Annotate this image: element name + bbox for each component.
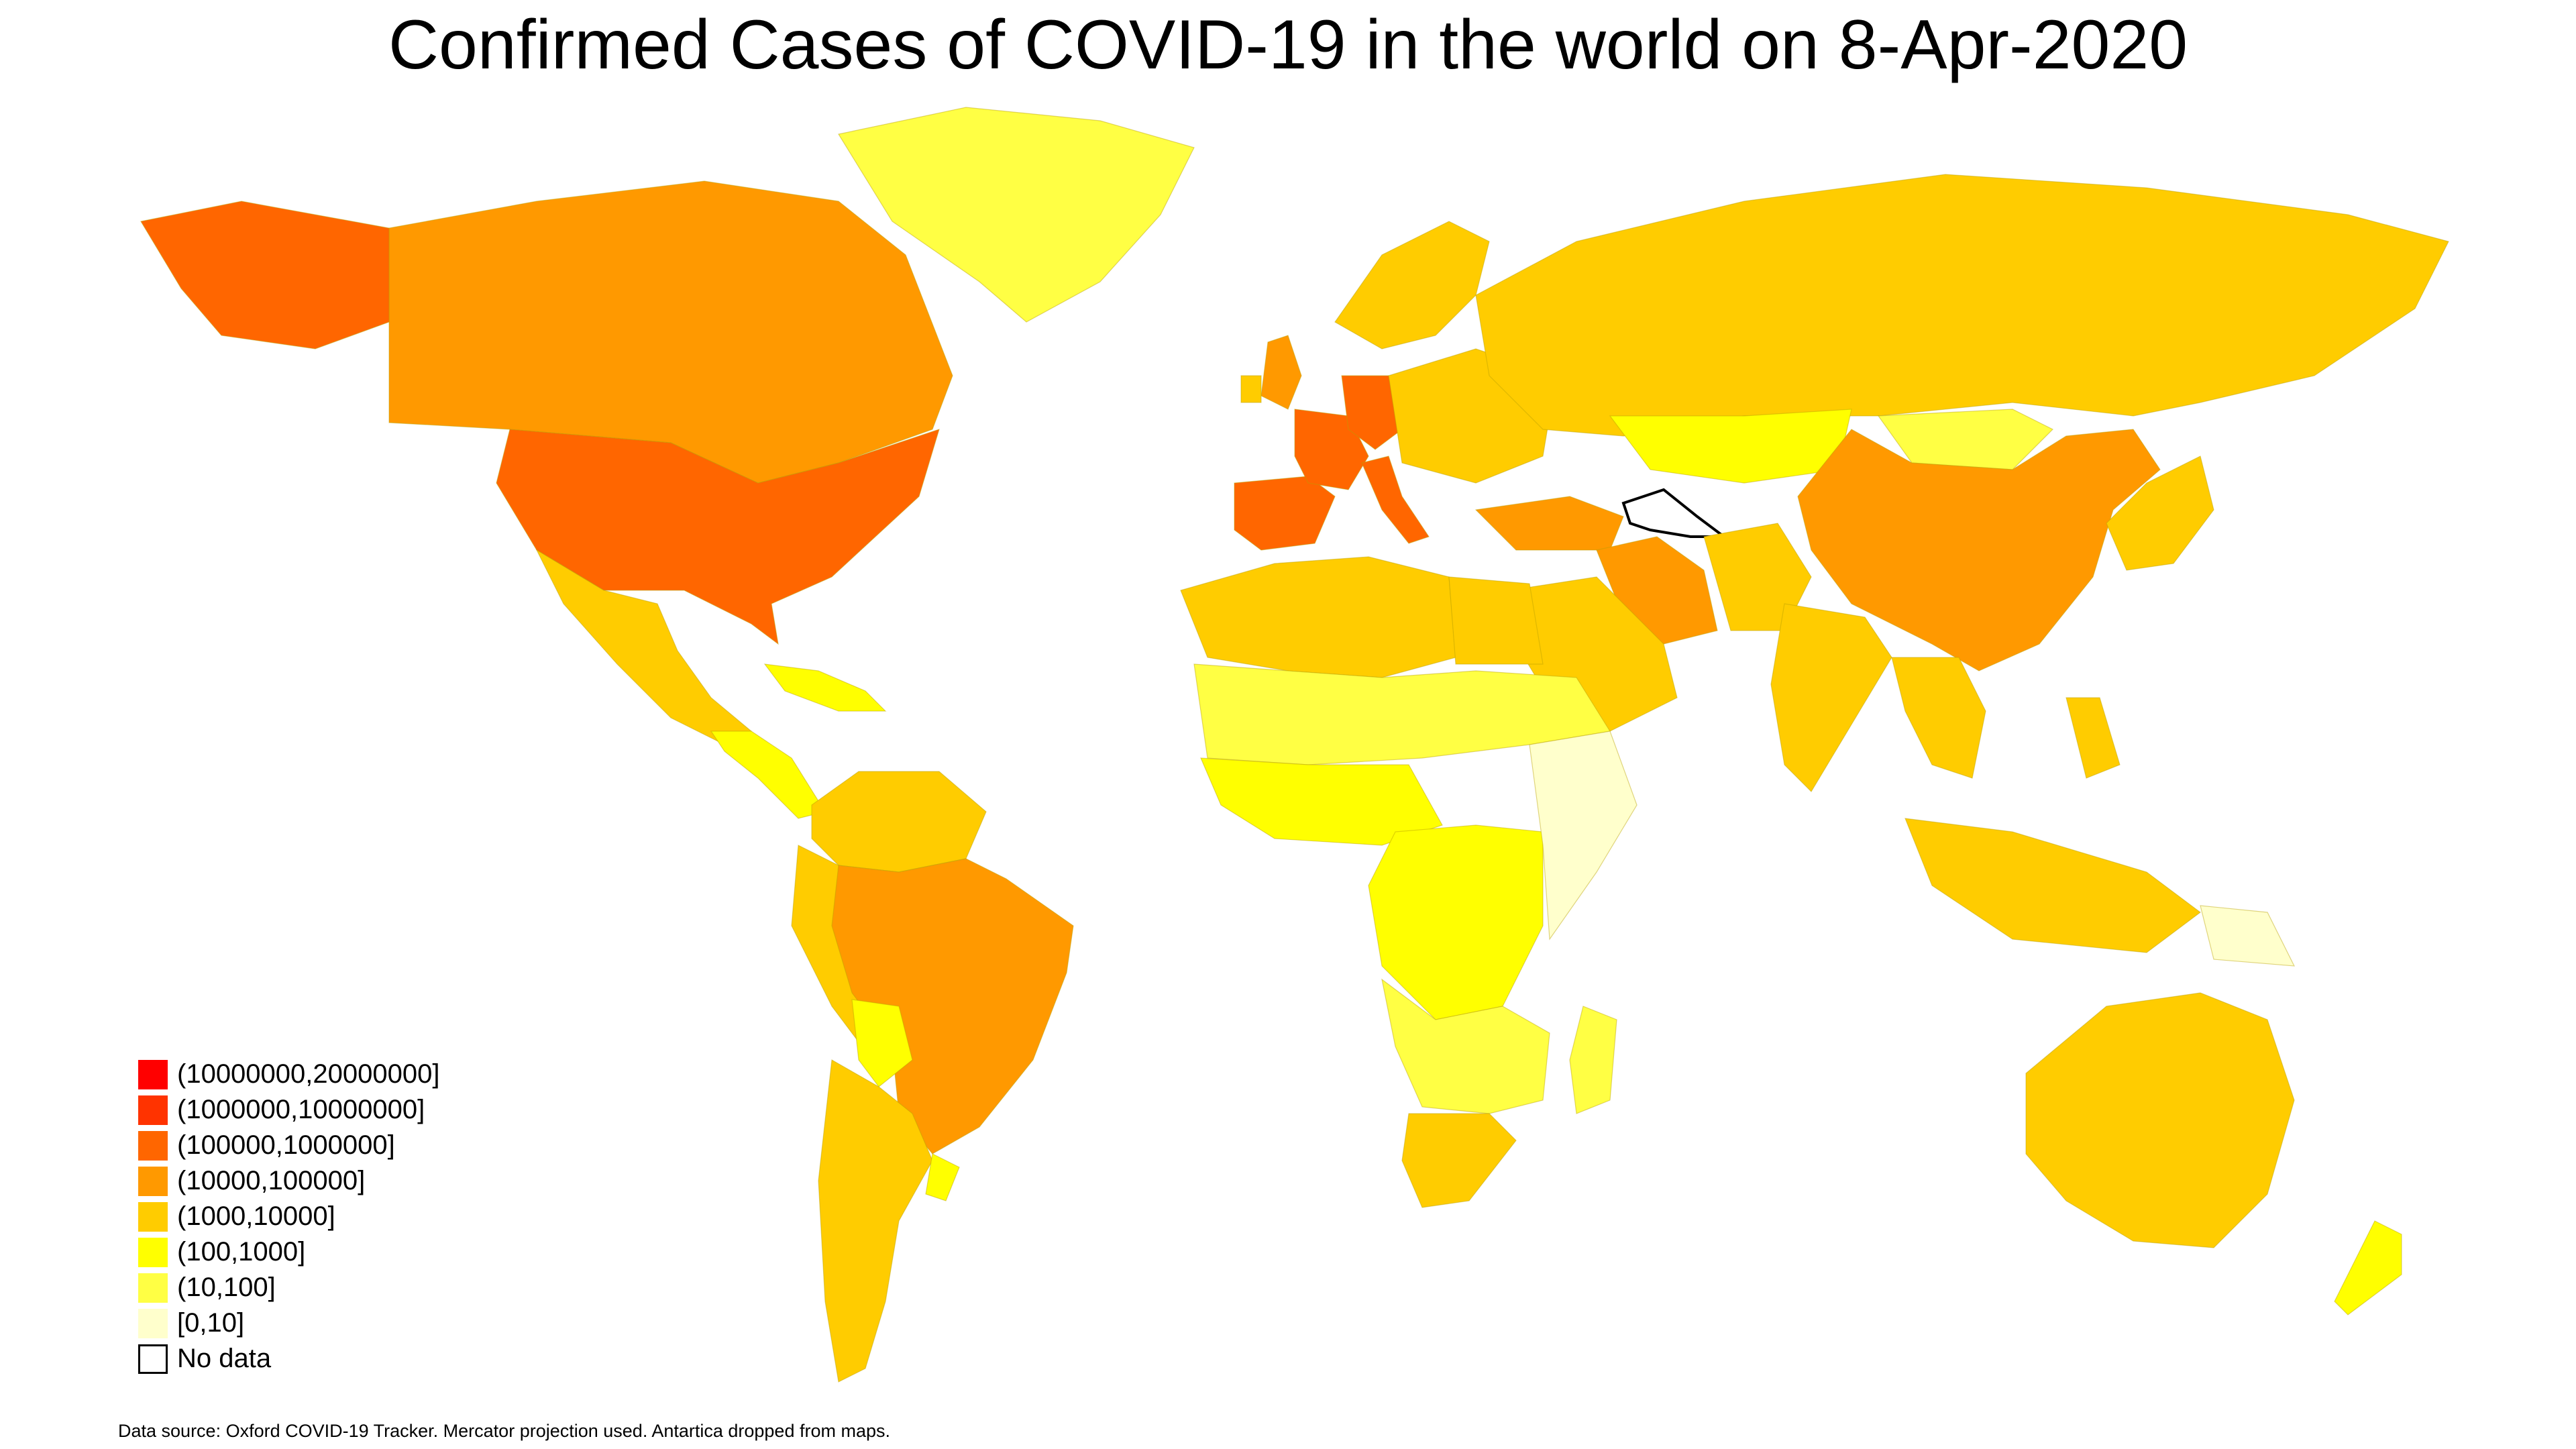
region-indonesia <box>1904 818 2201 953</box>
region-central-america <box>710 731 826 819</box>
legend-label: (10000000,20000000] <box>177 1059 440 1089</box>
region-philippines <box>2065 697 2121 779</box>
legend-label: (1000,10000] <box>177 1201 335 1231</box>
legend-item: (100,1000] <box>138 1234 439 1270</box>
legend-item: (1000000,10000000] <box>138 1092 439 1128</box>
region-japan-korea <box>2106 455 2214 571</box>
legend-label: (10000,100000] <box>177 1166 366 1195</box>
source-note: Data source: Oxford COVID-19 Tracker. Me… <box>118 1421 890 1441</box>
region-bolivia <box>851 999 913 1087</box>
region-ireland <box>1240 375 1262 403</box>
region-india <box>1770 603 1892 792</box>
legend-label: (1000000,10000000] <box>177 1095 425 1124</box>
region-papua-new-guinea <box>2200 905 2296 967</box>
region-greenland <box>838 107 1195 323</box>
legend-label: (10,100] <box>177 1273 276 1302</box>
legend-label: (100000,1000000] <box>177 1130 395 1160</box>
legend-swatch <box>138 1059 168 1089</box>
region-caribbean <box>763 663 887 712</box>
legend-item: (10000000,20000000] <box>138 1057 439 1092</box>
region-italy <box>1361 455 1430 544</box>
legend-item: (10000,100000] <box>138 1163 439 1199</box>
region-new-zealand <box>2334 1220 2402 1316</box>
region-united-kingdom <box>1260 335 1302 410</box>
region-canada <box>388 180 953 484</box>
legend-item: (100000,1000000] <box>138 1128 439 1163</box>
region-north-africa <box>1180 556 1456 678</box>
region-kazakhstan <box>1609 409 1852 484</box>
region-east-africa <box>1529 731 1638 941</box>
region-australia <box>2025 992 2295 1248</box>
legend-swatch <box>138 1344 168 1374</box>
legend-swatch <box>138 1095 168 1125</box>
region-scandinavia <box>1334 221 1490 350</box>
legend-item: (10,100] <box>138 1270 439 1305</box>
legend-swatch <box>138 1273 168 1303</box>
legend-item: No data <box>138 1341 439 1377</box>
region-china <box>1797 429 2161 672</box>
region-southeast-asia <box>1891 657 1986 779</box>
region-uruguay <box>925 1153 960 1201</box>
region-argentina-chile <box>818 1059 933 1383</box>
legend-swatch <box>138 1166 168 1196</box>
region-germany <box>1341 375 1403 450</box>
legend-item: [0,10] <box>138 1305 439 1341</box>
region-spain-portugal <box>1234 476 1336 551</box>
legend-label: (100,1000] <box>177 1237 306 1267</box>
region-southern-africa <box>1381 978 1550 1114</box>
region-egypt <box>1448 576 1544 665</box>
region-alaska <box>140 201 390 350</box>
legend-swatch <box>138 1308 168 1338</box>
region-turkmenistan <box>1621 488 1728 538</box>
legend-swatch <box>138 1201 168 1232</box>
map-title: Confirmed Cases of COVID-19 in the world… <box>388 6 2188 84</box>
region-south-africa <box>1401 1113 1517 1208</box>
region-madagascar <box>1569 1006 1617 1114</box>
legend-item: (1000,10000] <box>138 1199 439 1234</box>
region-colombia-venezuela <box>811 771 987 873</box>
legend-label: [0,10] <box>177 1308 245 1338</box>
region-mongolia <box>1877 409 2054 470</box>
region-turkey <box>1474 496 1624 551</box>
legend-swatch <box>138 1237 168 1267</box>
region-russia <box>1475 174 2449 437</box>
map-legend: (10000000,20000000] (1000000,10000000] (… <box>138 1057 439 1377</box>
legend-swatch <box>138 1130 168 1161</box>
legend-label: No data <box>177 1344 272 1373</box>
